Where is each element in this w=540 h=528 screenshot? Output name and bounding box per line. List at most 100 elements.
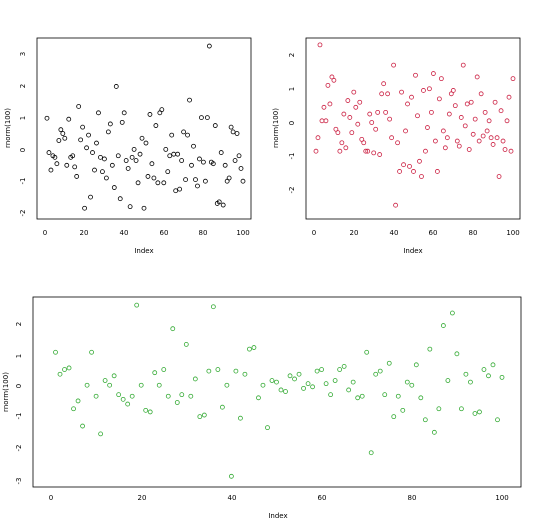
data-point <box>355 121 361 127</box>
data-point <box>351 89 357 95</box>
y-tick-labels-2: -2 -1 0 1 2 <box>288 53 296 194</box>
data-point <box>472 116 478 122</box>
data-point <box>365 148 371 154</box>
data-point <box>216 199 222 205</box>
data-point <box>283 389 288 394</box>
data-point <box>438 76 444 82</box>
panel-3: 0 20 40 60 80 100 -3 -2 -1 0 1 2 Index r… <box>2 296 522 520</box>
data-point <box>430 71 436 76</box>
data-point <box>147 409 153 415</box>
data-point <box>382 392 388 398</box>
data-point <box>315 135 321 141</box>
data-point <box>464 101 470 107</box>
y-tick-label: -2 <box>288 187 296 194</box>
x-tick-label: 20 <box>80 229 89 237</box>
data-point <box>120 396 126 402</box>
x-tick-label: 40 <box>390 229 399 237</box>
data-point <box>159 107 165 113</box>
x-tick-labels-2: 0 20 40 60 80 100 <box>312 229 520 237</box>
data-point <box>419 174 424 179</box>
data-point <box>337 367 343 372</box>
data-point <box>86 132 91 138</box>
x-tick-label: 100 <box>506 229 519 237</box>
data-point <box>121 110 127 116</box>
data-point <box>197 414 203 420</box>
data-point <box>230 129 236 135</box>
data-point <box>500 138 506 144</box>
data-point <box>450 88 456 93</box>
data-point <box>409 94 414 100</box>
plot-frame-1 <box>36 37 252 220</box>
x-tick-label: 40 <box>228 494 237 502</box>
x-tick-label: 60 <box>429 229 438 237</box>
data-point <box>488 135 494 141</box>
data-point <box>494 135 500 141</box>
data-point <box>478 91 484 97</box>
data-point <box>484 128 490 134</box>
data-point <box>153 123 159 128</box>
data-point <box>409 382 415 388</box>
data-point <box>462 123 468 129</box>
data-point <box>113 84 119 89</box>
y-axis-label-3: rnorm(100) <box>2 372 10 412</box>
data-point <box>219 404 225 410</box>
y-tick-label: 1 <box>15 354 23 358</box>
data-point <box>444 135 450 141</box>
data-point <box>242 371 248 377</box>
data-point <box>458 115 464 120</box>
data-point <box>238 415 243 421</box>
data-point <box>143 407 149 413</box>
data-point <box>377 152 383 157</box>
data-point <box>174 400 180 405</box>
data-point <box>163 146 169 152</box>
x-tick-label: 80 <box>199 229 208 237</box>
data-point <box>418 395 424 401</box>
y-tick-label: 0 <box>288 121 296 125</box>
x-tick-labels-1: 0 20 40 60 80 100 <box>43 229 250 237</box>
data-point <box>482 109 488 115</box>
data-point <box>369 120 375 125</box>
data-point <box>327 101 333 107</box>
data-point <box>367 111 373 117</box>
data-point <box>463 371 469 377</box>
y-axis-label-2: rnorm(100) <box>272 108 280 148</box>
data-point <box>107 121 113 127</box>
data-point <box>387 116 393 122</box>
data-point <box>476 138 482 144</box>
data-point <box>319 367 325 372</box>
data-point <box>389 135 395 141</box>
data-point <box>448 91 454 97</box>
data-point <box>325 82 331 88</box>
data-point <box>76 104 82 109</box>
data-point <box>377 368 383 374</box>
x-axis-label-2: Index <box>403 247 422 255</box>
data-point <box>141 205 147 211</box>
data-point <box>427 86 432 92</box>
data-point <box>57 371 63 377</box>
data-point <box>66 116 72 122</box>
data-point <box>341 111 347 117</box>
data-point <box>173 188 179 194</box>
data-point <box>185 132 190 138</box>
data-point <box>80 124 86 130</box>
data-point <box>405 101 410 107</box>
data-point <box>329 74 335 80</box>
x-tick-labels-3: 0 20 40 60 80 100 <box>49 494 509 502</box>
y-tick-label: -2 <box>15 445 23 452</box>
data-point <box>397 169 402 174</box>
data-point <box>240 178 246 184</box>
data-point <box>480 133 486 139</box>
data-point <box>256 395 261 401</box>
y-tick-label: -1 <box>288 153 296 160</box>
data-point <box>84 382 90 388</box>
data-point <box>202 178 208 184</box>
data-point <box>167 153 173 159</box>
data-point <box>423 148 428 154</box>
data-point <box>319 118 325 124</box>
data-point <box>201 412 207 418</box>
x-tick-label: 20 <box>138 494 147 502</box>
data-point <box>413 362 419 368</box>
data-point <box>72 164 78 170</box>
data-point <box>84 145 89 151</box>
